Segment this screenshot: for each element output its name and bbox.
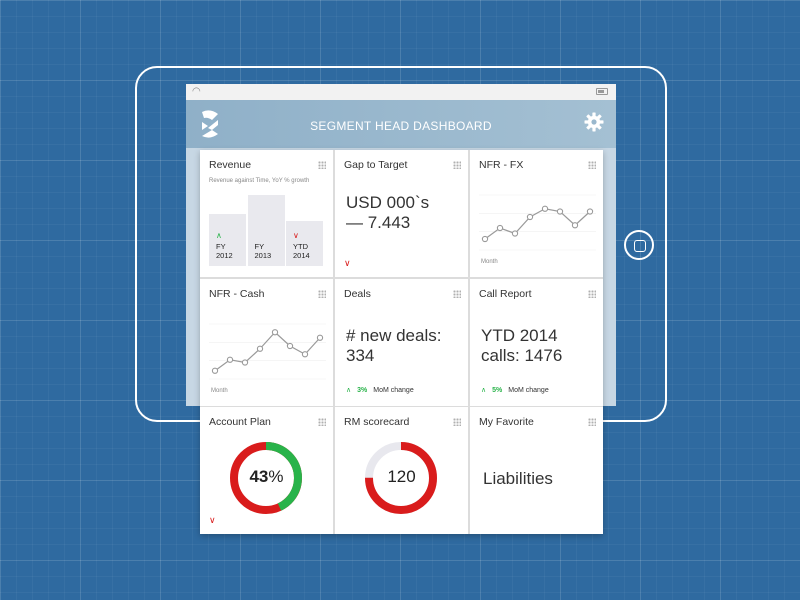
data-point[interactable]: [301, 351, 309, 358]
drag-handle-icon[interactable]: [318, 418, 326, 426]
card-title: Deals: [344, 288, 371, 300]
rm-scorecard-card[interactable]: RM scorecard 120: [335, 407, 468, 534]
deals-label: # new deals:: [346, 326, 442, 345]
x-axis-label: Month: [481, 259, 498, 265]
up-arrow-icon: ∧: [216, 231, 222, 240]
gap-to-target-card[interactable]: Gap to Target USD 000`s — 7.443 ∨: [335, 150, 468, 277]
gap-unit: USD 000`s: [346, 193, 430, 212]
revenue-bar[interactable]: ∨ YTD 2014: [286, 221, 323, 266]
donut-number: 43: [249, 467, 269, 486]
drag-handle-icon[interactable]: [318, 161, 326, 169]
card-title: My Favorite: [479, 416, 534, 428]
data-point[interactable]: [526, 213, 534, 221]
data-point[interactable]: [541, 205, 549, 212]
data-point[interactable]: [556, 208, 564, 215]
deals-value: 334: [346, 346, 375, 365]
status-bar: ◠: [186, 84, 616, 100]
favorite-item: Liabilities: [483, 469, 553, 488]
drag-handle-icon[interactable]: [588, 418, 596, 426]
gap-value: — 7.443: [346, 213, 411, 232]
call-report-card[interactable]: Call Report YTD 2014 calls: 1476 ∧ 5% MoM …: [470, 279, 603, 406]
drag-handle-icon[interactable]: [453, 418, 461, 426]
change-percent: 3%: [357, 387, 368, 394]
card-title: NFR - FX: [479, 159, 524, 171]
card-title: Account Plan: [209, 416, 271, 428]
revenue-bar[interactable]: FY 2013: [247, 195, 285, 266]
account-plan-donut: [230, 442, 302, 514]
change-percent: 5%: [492, 387, 503, 394]
data-point[interactable]: [286, 342, 294, 350]
nfr-fx-card[interactable]: NFR - FX Month: [470, 150, 603, 277]
call-report-period: YTD 2014: [481, 326, 558, 345]
wifi-icon: ◠: [192, 86, 201, 97]
bank-logo-icon[interactable]: [198, 108, 222, 140]
change-label: MoM change: [508, 387, 549, 394]
page-title: SEGMENT HEAD DASHBOARD: [310, 119, 492, 133]
drag-handle-icon[interactable]: [588, 290, 596, 298]
mom-change: ∧ 5% MoM change: [481, 386, 549, 394]
dashboard-grid: Revenue Revenue against Time, YoY % grow…: [200, 150, 603, 534]
donut-unit: %: [268, 467, 284, 486]
data-point[interactable]: [226, 356, 234, 363]
data-point[interactable]: [511, 230, 519, 237]
data-point[interactable]: [586, 208, 594, 215]
card-subtitle: Revenue against Time, YoY % growth: [209, 178, 310, 184]
drag-handle-icon[interactable]: [318, 290, 326, 298]
card-title: Revenue: [209, 159, 252, 171]
my-favorite-card[interactable]: My Favorite Liabilities: [470, 407, 603, 534]
change-label: MoM change: [373, 387, 414, 394]
donut-progress: [365, 442, 437, 514]
down-arrow-icon: ∨: [293, 231, 299, 240]
card-title: NFR - Cash: [209, 288, 265, 300]
data-point[interactable]: [256, 345, 264, 352]
revenue-card[interactable]: Revenue Revenue against Time, YoY % grow…: [200, 150, 333, 277]
data-point[interactable]: [571, 222, 579, 229]
data-point[interactable]: [241, 359, 249, 366]
down-arrow-icon: ∨: [209, 515, 216, 525]
bar-label: FY 2013: [254, 242, 272, 260]
deals-card[interactable]: Deals # new deals: 334 ∧ 3% MoM change: [335, 279, 468, 406]
data-point[interactable]: [271, 329, 279, 336]
card-title: Gap to Target: [344, 159, 408, 171]
nfr-cash-card[interactable]: NFR - Cash Month: [200, 279, 333, 406]
app-header: SEGMENT HEAD DASHBOARD: [186, 100, 616, 148]
drag-handle-icon[interactable]: [453, 290, 461, 298]
nfr-fx-line-chart: [479, 194, 596, 251]
card-title: Call Report: [479, 288, 532, 300]
gear-icon[interactable]: [584, 112, 604, 132]
bar-label: FY 2012: [216, 242, 233, 260]
battery-icon: [596, 88, 608, 95]
up-arrow-icon: ∧: [346, 387, 352, 394]
down-arrow-icon: ∨: [344, 258, 351, 268]
rm-scorecard-donut: [365, 442, 437, 514]
data-point[interactable]: [496, 224, 504, 232]
call-report-value: calls: 1476: [481, 346, 563, 365]
data-point[interactable]: [481, 235, 489, 243]
donut-progress: [230, 442, 302, 514]
revenue-bar-chart: ∧ FY 2012 FY 2013 ∨ YTD 2014: [209, 194, 323, 266]
account-plan-card[interactable]: Account Plan 43% ∨: [200, 407, 333, 534]
card-title: RM scorecard: [344, 416, 410, 428]
rm-scorecard-value: 120: [387, 467, 416, 486]
account-plan-value: 43%: [200, 467, 333, 487]
bar-label: YTD 2014: [293, 242, 310, 260]
mom-change: ∧ 3% MoM change: [346, 386, 414, 394]
revenue-bar[interactable]: ∧ FY 2012: [209, 214, 246, 266]
drag-handle-icon[interactable]: [453, 161, 461, 169]
up-arrow-icon: ∧: [481, 387, 487, 394]
x-axis-label: Month: [211, 388, 228, 394]
drag-handle-icon[interactable]: [588, 161, 596, 169]
data-point[interactable]: [211, 367, 219, 374]
nfr-cash-line-chart: [209, 323, 326, 380]
home-button[interactable]: [624, 230, 654, 260]
data-point[interactable]: [316, 334, 324, 341]
